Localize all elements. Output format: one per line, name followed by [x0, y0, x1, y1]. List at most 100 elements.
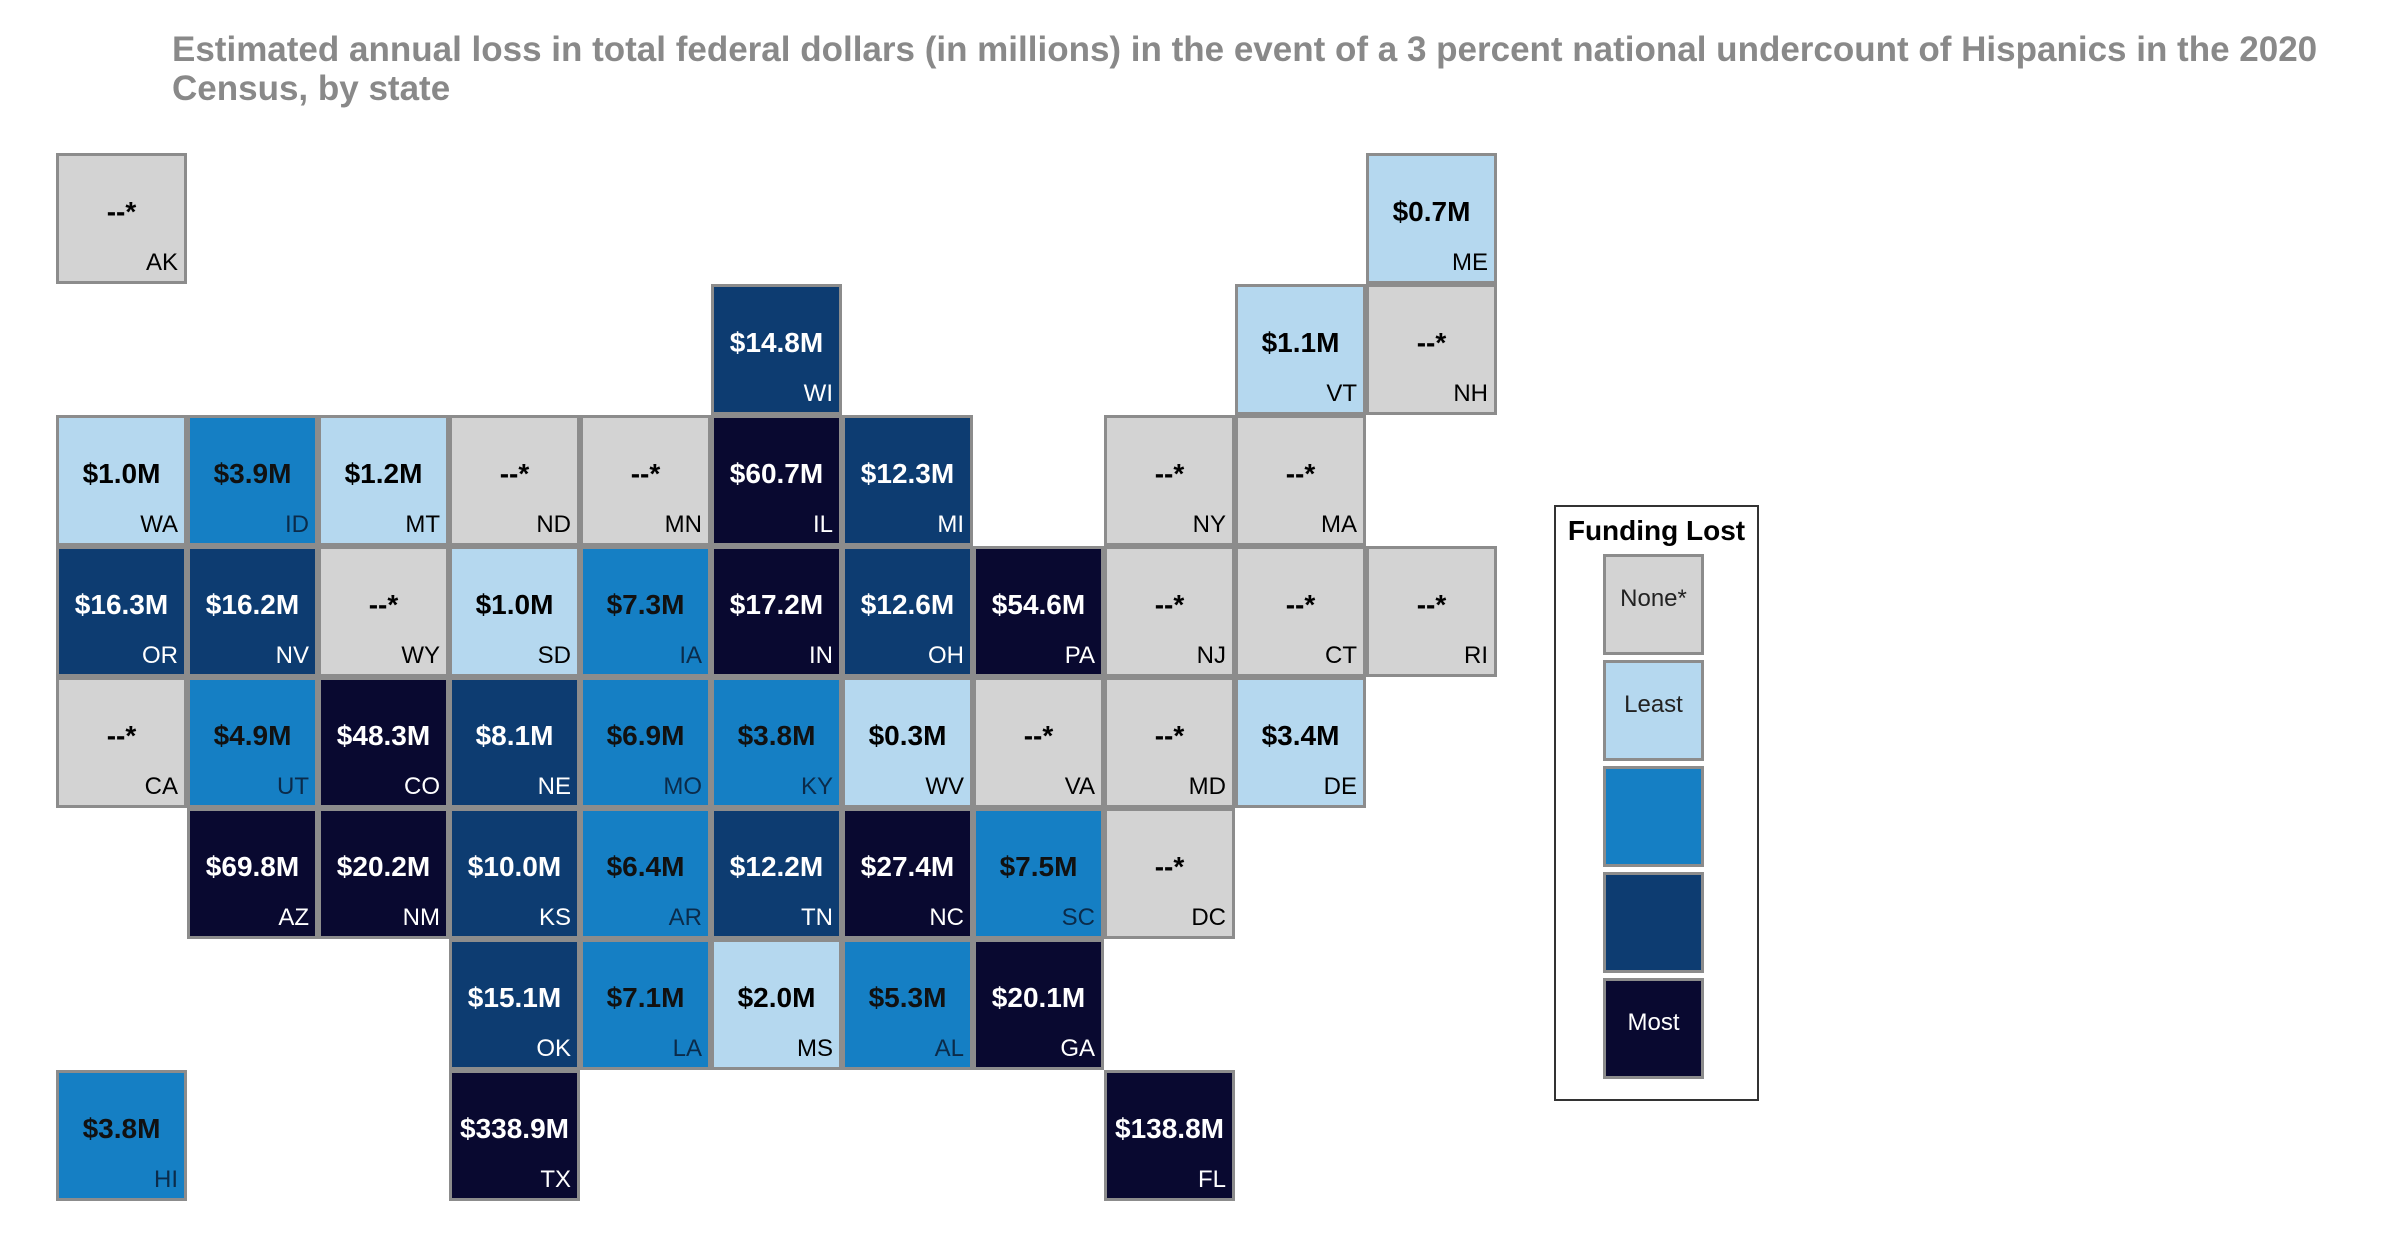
state-tile-wi: $14.8M WI [711, 284, 842, 415]
state-value: $60.7M [729, 458, 824, 489]
state-abbr: OH [928, 642, 964, 669]
state-abbr: AK [145, 249, 178, 276]
state-tile-wv: $0.3M WV [842, 677, 973, 808]
state-value: $5.3M [868, 982, 947, 1013]
state-value: $12.6M [860, 589, 955, 620]
state-tile-co: $48.3M CO [318, 677, 449, 808]
state-abbr: MI [937, 511, 964, 538]
state-value: $3.8M [737, 720, 816, 751]
state-tile-az: $69.8M AZ [187, 808, 318, 939]
state-abbr: IN [809, 642, 833, 669]
state-abbr: NH [1453, 380, 1488, 407]
state-abbr: FL [1197, 1166, 1226, 1193]
state-value: --* [1285, 589, 1316, 620]
state-tile-ma: --* MA [1235, 415, 1366, 546]
state-abbr: NM [402, 904, 440, 931]
state-abbr: NV [275, 642, 309, 669]
state-abbr: CO [404, 773, 440, 800]
state-value: $20.2M [336, 851, 431, 882]
state-value: $48.3M [336, 720, 431, 751]
state-abbr: VT [1326, 380, 1357, 407]
state-tile-de: $3.4M DE [1235, 677, 1366, 808]
state-abbr: VA [1064, 773, 1095, 800]
state-tile-ct: --* CT [1235, 546, 1366, 677]
state-abbr: PA [1064, 642, 1095, 669]
state-tile-wa: $1.0M WA [56, 415, 187, 546]
state-value: --* [106, 196, 137, 227]
state-tile-or: $16.3M OR [56, 546, 187, 677]
legend-swatch-least: Least [1603, 660, 1704, 761]
state-value: $1.2M [344, 458, 423, 489]
state-value: $15.1M [467, 982, 562, 1013]
state-tile-ga: $20.1M GA [973, 939, 1104, 1070]
state-value: $7.5M [999, 851, 1078, 882]
state-abbr: WY [401, 642, 440, 669]
state-value: $0.3M [868, 720, 947, 751]
state-tile-fl: $138.8M FL [1104, 1070, 1235, 1201]
state-value: $6.9M [606, 720, 685, 751]
state-tile-mo: $6.9M MO [580, 677, 711, 808]
state-tile-hi: $3.8M HI [56, 1070, 187, 1201]
state-abbr: WA [140, 511, 178, 538]
state-abbr: MA [1321, 511, 1357, 538]
state-tile-mn: --* MN [580, 415, 711, 546]
state-value: $338.9M [460, 1113, 569, 1144]
state-tile-id: $3.9M ID [187, 415, 318, 546]
state-tile-ne: $8.1M NE [449, 677, 580, 808]
state-abbr: TN [801, 904, 833, 931]
state-value: --* [1285, 458, 1316, 489]
state-abbr: DE [1323, 773, 1357, 800]
state-abbr: SD [537, 642, 571, 669]
state-value: --* [106, 720, 137, 751]
state-abbr: GA [1060, 1035, 1095, 1062]
state-value: $3.9M [213, 458, 292, 489]
state-abbr: OK [536, 1035, 571, 1062]
state-abbr: MO [663, 773, 702, 800]
state-tile-sd: $1.0M SD [449, 546, 580, 677]
state-value: $8.1M [475, 720, 554, 751]
state-tile-ky: $3.8M KY [711, 677, 842, 808]
state-value: $2.0M [737, 982, 816, 1013]
state-abbr: DC [1191, 904, 1226, 931]
state-tile-mi: $12.3M MI [842, 415, 973, 546]
state-value: --* [1154, 720, 1185, 751]
state-tile-ut: $4.9M UT [187, 677, 318, 808]
state-abbr: LA [672, 1035, 702, 1062]
map-title: Estimated annual loss in total federal d… [172, 30, 2318, 108]
state-tile-vt: $1.1M VT [1235, 284, 1366, 415]
state-tile-ks: $10.0M KS [449, 808, 580, 939]
state-abbr: AL [934, 1035, 964, 1062]
state-value: --* [630, 458, 661, 489]
state-tile-md: --* MD [1104, 677, 1235, 808]
legend-title: Funding Lost [1567, 515, 1746, 546]
state-value: $16.3M [74, 589, 169, 620]
state-abbr: HI [154, 1166, 178, 1193]
state-tile-sc: $7.5M SC [973, 808, 1104, 939]
state-tile-dc: --* DC [1104, 808, 1235, 939]
state-tile-ms: $2.0M MS [711, 939, 842, 1070]
state-value: $1.1M [1261, 327, 1340, 358]
legend-swatch-level-4 [1603, 872, 1704, 973]
state-value: --* [1416, 327, 1447, 358]
state-value: $17.2M [729, 589, 824, 620]
state-abbr: MT [405, 511, 440, 538]
state-value: $138.8M [1115, 1113, 1224, 1144]
state-value: $20.1M [991, 982, 1086, 1013]
state-value: $7.1M [606, 982, 685, 1013]
state-value: $14.8M [729, 327, 824, 358]
state-abbr: NE [537, 773, 571, 800]
state-abbr: KY [800, 773, 833, 800]
state-value: $69.8M [205, 851, 300, 882]
state-tile-nv: $16.2M NV [187, 546, 318, 677]
state-tile-la: $7.1M LA [580, 939, 711, 1070]
state-value: $12.3M [860, 458, 955, 489]
state-tile-nc: $27.4M NC [842, 808, 973, 939]
state-tile-il: $60.7M IL [711, 415, 842, 546]
state-tile-nm: $20.2M NM [318, 808, 449, 939]
state-abbr: ME [1452, 249, 1488, 276]
legend-swatch-level-3 [1603, 766, 1704, 867]
state-abbr: NY [1192, 511, 1226, 538]
state-abbr: MD [1188, 773, 1226, 800]
state-tile-ny: --* NY [1104, 415, 1235, 546]
state-value: --* [368, 589, 399, 620]
